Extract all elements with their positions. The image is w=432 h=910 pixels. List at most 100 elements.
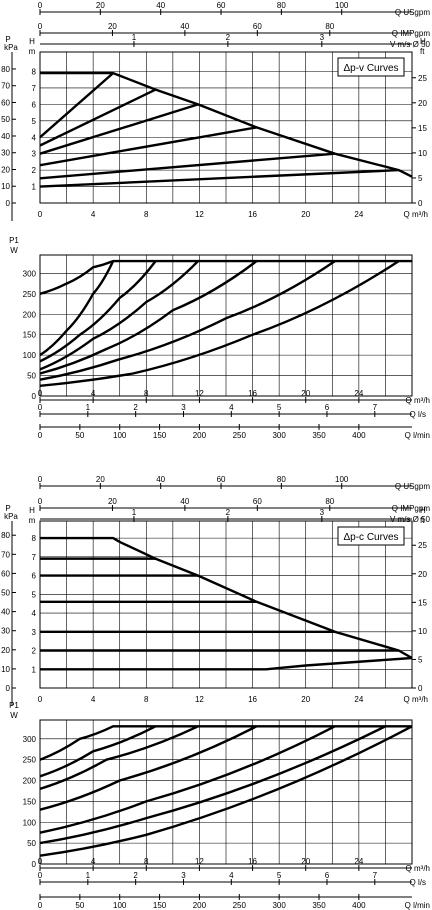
kpa-unit-p: P [5, 504, 10, 513]
lmin-tick-label: 250 [233, 901, 247, 910]
ls-axis-title: Q l/s [410, 410, 426, 419]
ft-tick-label: 20 [418, 570, 427, 579]
kpa-tick-label: 20 [1, 165, 10, 174]
ls-tick-label: 1 [86, 403, 91, 412]
axis-title: Q USgpm [395, 482, 430, 491]
tick-label: 2 [226, 508, 231, 517]
ls-tick-label: 4 [229, 871, 234, 880]
w-tick-label: 250 [23, 756, 37, 765]
lmin-tick-label: 0 [38, 901, 43, 910]
head-curve-4 [39, 126, 257, 167]
x-tick-label: 12 [195, 695, 204, 704]
lmin-tick-label: 250 [233, 431, 247, 440]
lmin-tick-label: 200 [193, 901, 207, 910]
m3h-tick-label: 20 [301, 389, 310, 398]
m3h-tick-label: 12 [195, 389, 204, 398]
ft-tick-label: 20 [418, 99, 427, 108]
tick-label: 20 [108, 22, 117, 31]
m3h-tick-label: 24 [354, 389, 363, 398]
head-curve-1 [40, 536, 121, 543]
m-tick-label: 3 [32, 150, 37, 159]
lmin-tick-label: 50 [75, 901, 84, 910]
m-tick-label: 7 [32, 84, 37, 93]
head-chart: 1234567801020304050607080PkPaHm051015202… [1, 35, 428, 221]
m-unit: m [29, 47, 36, 56]
bottom-axes: 0 4 8 12 16 20 24Q m³/h0 1 2 3 4 5 6 7Q l/s0 50 100 150 2… [38, 389, 430, 440]
head-curve-6 [39, 168, 399, 188]
ls-tick-label: 3 [181, 871, 186, 880]
kpa-tick-label: 0 [6, 684, 11, 693]
tick-label: 80 [277, 475, 286, 484]
w-tick-label: 300 [23, 735, 37, 744]
head-curve-2 [39, 88, 157, 147]
ft-tick-label: 5 [418, 174, 423, 183]
w-tick-label: 100 [23, 818, 37, 827]
w-tick-label: 100 [23, 351, 37, 360]
x-tick-label: 20 [301, 210, 310, 219]
kpa-tick-label: 10 [1, 182, 10, 191]
ft-axis: 0 5 10 15 20 25 Hft [412, 506, 427, 693]
tick-label: 80 [277, 1, 286, 10]
m3h-tick-label: 16 [248, 389, 257, 398]
kpa-tick-label: 70 [1, 550, 10, 559]
top-axis-usgpm: 0 20 40 60 80 100 Q USgpm [38, 475, 431, 491]
m-tick-label: 1 [32, 183, 37, 192]
tick-label: 40 [156, 1, 165, 10]
m3h-tick-label: 20 [301, 857, 310, 866]
w-tick-label: 150 [23, 331, 37, 340]
lmin-axis-title: Q l/min [405, 901, 430, 910]
m3h-tick-label: 8 [144, 857, 149, 866]
lmin-tick-label: 400 [352, 901, 366, 910]
kpa-unit: kPa [4, 512, 18, 521]
m3h-tick-label: 8 [144, 389, 149, 398]
m-unit-h: H [29, 37, 35, 46]
tick-label: 40 [156, 475, 165, 484]
kpa-tick-label: 30 [1, 627, 10, 636]
m3h-axis-title: Q m³/h [406, 864, 430, 873]
tick-label: 20 [96, 475, 105, 484]
head-curve-7 [40, 71, 413, 178]
ft-unit-h: H [420, 37, 426, 46]
x-tick-label: 0 [38, 695, 43, 704]
ft-unit-h: H [420, 506, 426, 515]
m3h-tick-label: 0 [38, 857, 43, 866]
axis-title: V m/s Ø 50 [390, 515, 431, 524]
ls-tick-label: 6 [325, 403, 330, 412]
ls-tick-label: 5 [277, 403, 282, 412]
m-tick-label: 1 [32, 665, 37, 674]
tick-label: 0 [38, 22, 43, 31]
tick-label: 0 [38, 1, 43, 10]
lmin-tick-label: 150 [153, 431, 167, 440]
lmin-tick-label: 350 [312, 431, 326, 440]
kpa-tick-label: 40 [1, 132, 10, 141]
power-curve-6 [39, 725, 386, 845]
ft-unit: ft [420, 47, 425, 56]
x-tick-label: 8 [144, 210, 149, 219]
w-tick-label: 300 [23, 269, 37, 278]
x-tick-label: 16 [248, 695, 257, 704]
lmin-tick-label: 50 [75, 431, 84, 440]
kpa-tick-label: 10 [1, 665, 10, 674]
power-unit-p1: P1 [9, 701, 19, 710]
tick-label: 40 [180, 497, 189, 506]
kpa-unit-p: P [5, 35, 10, 44]
m3h-tick-label: 12 [195, 857, 204, 866]
m-tick-label: 3 [32, 628, 37, 637]
w-tick-label: 150 [23, 797, 37, 806]
ls-tick-label: 3 [181, 403, 186, 412]
tick-label: 0 [38, 497, 43, 506]
x-tick-label: 24 [354, 210, 363, 219]
tick-label: 3 [320, 508, 325, 517]
ft-unit: ft [420, 516, 425, 525]
m3h-tick-label: 4 [91, 857, 96, 866]
lmin-tick-label: 100 [113, 901, 127, 910]
x-tick-label: 20 [301, 695, 310, 704]
ft-tick-label: 15 [418, 598, 427, 607]
power-curve-3 [39, 260, 157, 363]
power-curve-4 [39, 725, 258, 811]
tick-label: 60 [217, 475, 226, 484]
axis-title: Q IMPgpm [392, 504, 431, 513]
power-curve-4 [39, 260, 199, 371]
